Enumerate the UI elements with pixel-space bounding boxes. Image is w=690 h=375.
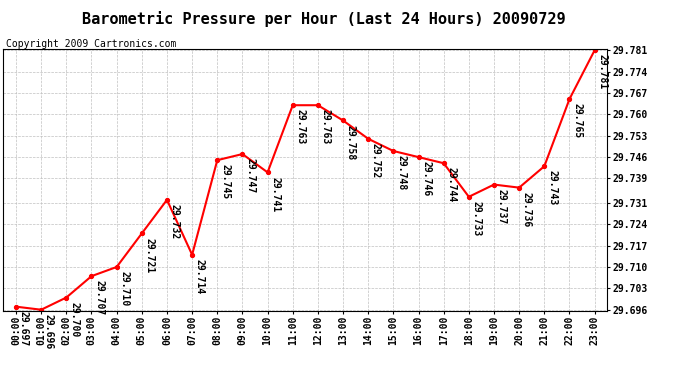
Text: 29.752: 29.752 [371, 143, 381, 178]
Text: 29.744: 29.744 [446, 167, 457, 202]
Text: 29.745: 29.745 [220, 164, 230, 200]
Text: Barometric Pressure per Hour (Last 24 Hours) 20090729: Barometric Pressure per Hour (Last 24 Ho… [83, 11, 566, 27]
Text: 29.733: 29.733 [472, 201, 482, 236]
Text: 29.758: 29.758 [346, 124, 356, 160]
Text: 29.714: 29.714 [195, 259, 205, 294]
Text: 29.763: 29.763 [321, 110, 331, 145]
Text: 29.732: 29.732 [170, 204, 179, 239]
Text: 29.710: 29.710 [119, 271, 130, 306]
Text: 29.700: 29.700 [69, 302, 79, 337]
Text: 29.741: 29.741 [270, 177, 280, 212]
Text: 29.748: 29.748 [396, 155, 406, 190]
Text: 29.743: 29.743 [547, 170, 557, 206]
Text: 29.736: 29.736 [522, 192, 532, 227]
Text: 29.746: 29.746 [422, 161, 431, 196]
Text: 29.747: 29.747 [245, 158, 255, 194]
Text: 29.737: 29.737 [497, 189, 506, 224]
Text: 29.697: 29.697 [19, 311, 29, 346]
Text: 29.781: 29.781 [598, 54, 607, 90]
Text: 29.721: 29.721 [145, 238, 155, 273]
Text: 29.707: 29.707 [95, 280, 104, 316]
Text: Copyright 2009 Cartronics.com: Copyright 2009 Cartronics.com [6, 39, 176, 50]
Text: 29.696: 29.696 [44, 314, 54, 349]
Text: 29.765: 29.765 [572, 103, 582, 138]
Text: 29.763: 29.763 [295, 110, 306, 145]
